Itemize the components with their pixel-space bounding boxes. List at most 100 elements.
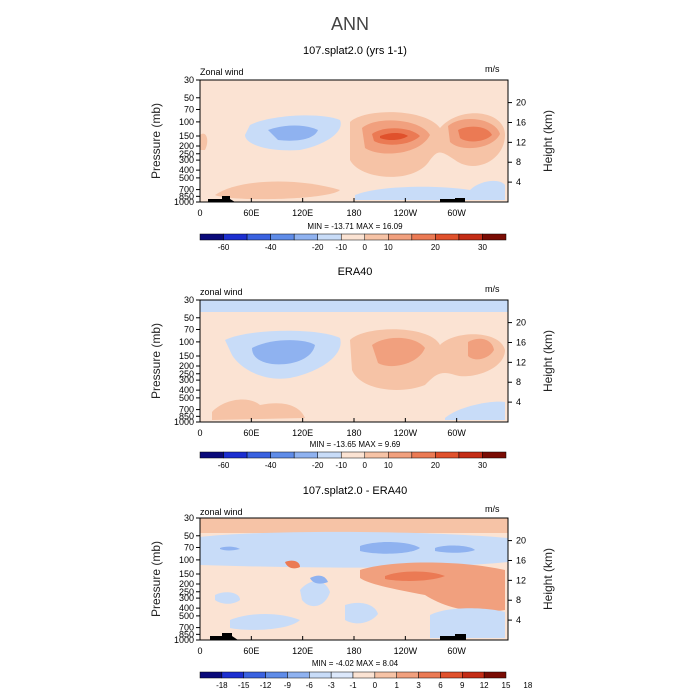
p1-htick-label: 8 (516, 157, 521, 167)
p1-ptick-label: 100 (179, 117, 194, 127)
p3-xtick-label: 60E (243, 646, 259, 656)
p3-cb-swatch (374, 671, 397, 679)
panel-2-height-ticks: 20 16 12 8 4 (508, 318, 526, 407)
p3-htick-label: 20 (516, 536, 526, 546)
p3-cb-swatch (287, 671, 310, 679)
p1-ptick-label: 400 (179, 165, 194, 175)
p3-cb-label: -9 (284, 681, 292, 690)
p1-cb-label: -20 (312, 243, 324, 252)
p1-cb-swatch (199, 233, 224, 241)
panel-2-plot-field (199, 299, 509, 423)
p2-cb-label: 20 (431, 461, 440, 470)
figure-title: ANN (331, 14, 369, 34)
p1-cb-swatch (317, 233, 342, 241)
p1-cb-swatch (364, 233, 389, 241)
panel-3-x-ticks: 0 60E 120E 180 120W 60W (197, 636, 466, 656)
p2-cb-swatch (199, 451, 224, 459)
p1-jet1-center (380, 133, 408, 141)
p1-xtick-label: 120E (292, 208, 313, 218)
p2-ptick-label: 100 (179, 337, 194, 347)
p3-cb-label: 18 (523, 681, 532, 690)
p1-neg-core (268, 125, 318, 141)
p3-cb-swatch (309, 671, 332, 679)
p1-cb-swatch (270, 233, 295, 241)
panel-3-minmax: MIN = -4.02 MAX = 8.04 (312, 659, 399, 668)
panel-3-height-ticks: 20 16 12 8 4 (508, 536, 526, 625)
panel-2-ylabel-right: Height (km) (541, 330, 555, 392)
p1-htick-label: 16 (516, 117, 526, 127)
p3-neg-left (215, 592, 240, 604)
panel-1-title: 107.splat2.0 (yrs 1-1) (303, 45, 407, 57)
p2-cb-swatch (246, 451, 271, 459)
panel-2-right-label: m/s (485, 284, 500, 294)
p2-cb-swatch (458, 451, 483, 459)
panel-2-colorbar: -60 -40 -20 -10 0 10 20 30 (199, 451, 507, 470)
p3-cb-label: 1 (394, 681, 399, 690)
p3-cb-swatch (483, 671, 507, 679)
p3-ptick-label: 200 (179, 579, 194, 589)
p3-cb-swatch (221, 671, 244, 679)
p3-htick-label: 8 (516, 595, 521, 605)
panel-2-left-label: zonal wind (200, 287, 243, 297)
p3-cb-label: 12 (480, 681, 489, 690)
panel-1-left-label: Zonal wind (200, 67, 244, 77)
p3-small-pos (285, 560, 300, 569)
p1-ptick-label: 500 (179, 173, 194, 183)
p3-top-pos (200, 518, 508, 533)
p3-cb-label: 0 (373, 681, 378, 690)
p3-cb-label: -15 (238, 681, 250, 690)
p1-cb-label: 10 (384, 243, 393, 252)
p2-cb-label: 0 (363, 461, 368, 470)
p3-cb-label: -3 (328, 681, 336, 690)
p2-ptick-label: 70 (184, 324, 194, 334)
panel-2-x-ticks: 0 60E 120E 180 120W 60W (197, 418, 466, 438)
p2-neg-core (252, 340, 315, 365)
p2-ptick-label: 500 (179, 393, 194, 403)
panel-3: 107.splat2.0 - ERA40 zonal wind m/s 3050… (149, 485, 555, 690)
p1-left-pos (200, 133, 208, 150)
p1-ptick-label: 300 (179, 155, 194, 165)
p3-neg-band (200, 531, 508, 568)
p3-ptick-label: 500 (179, 611, 194, 621)
panel-3-title: 107.splat2.0 - ERA40 (303, 485, 408, 497)
p1-cb-swatch (482, 233, 507, 241)
p2-ptick-label: 150 (179, 351, 194, 361)
p3-ptick-label: 250 (179, 587, 194, 597)
p3-cb-label: -1 (349, 681, 357, 690)
p3-ptick-label: 300 (179, 593, 194, 603)
panel-2-title: ERA40 (338, 266, 373, 278)
p2-xtick-label: 180 (346, 428, 361, 438)
p2-cb-swatch (293, 451, 318, 459)
p2-ptick-label: 1000 (174, 417, 194, 427)
p2-xtick-label: 0 (197, 428, 202, 438)
p2-cb-label: -60 (218, 461, 230, 470)
panel-1: 107.splat2.0 (yrs 1-1) Zonal wind m/s 30… (149, 45, 555, 252)
p3-neg-low3 (430, 608, 505, 638)
p2-cb-swatch (270, 451, 295, 459)
p3-cb-label: -6 (306, 681, 314, 690)
p3-cb-swatch (462, 671, 485, 679)
p3-cb-swatch (440, 671, 463, 679)
panel-3-plot-field (199, 517, 509, 641)
p3-cb-swatch (265, 671, 288, 679)
p3-cb-swatch (199, 671, 223, 679)
p3-ptick-label: 700 (179, 623, 194, 633)
panel-1-plot-field (199, 79, 509, 203)
p3-cb-label: 3 (416, 681, 421, 690)
p3-xtick-label: 60W (447, 646, 466, 656)
p2-cb-swatch (388, 451, 413, 459)
p3-neg-core2 (220, 546, 240, 551)
p2-ptick-label: 30 (184, 295, 194, 305)
p1-xtick-label: 120W (394, 208, 418, 218)
p1-ptick-label: 850 (179, 191, 194, 201)
p1-ptick-label: 30 (184, 75, 194, 85)
p3-cb-label: -18 (216, 681, 228, 690)
p3-neg-mid (300, 581, 330, 607)
p1-low-neg (355, 180, 505, 200)
panel-2-ylabel: Pressure (mb) (149, 323, 163, 399)
p3-xtick-label: 120E (292, 646, 313, 656)
p3-cb-label: -12 (260, 681, 272, 690)
p1-xtick-label: 0 (197, 208, 202, 218)
